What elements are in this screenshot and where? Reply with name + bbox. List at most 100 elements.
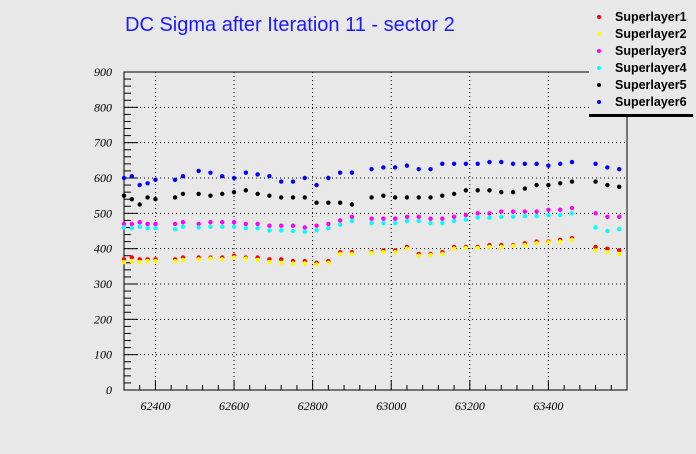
data-point-superlayer6 [534,161,539,167]
data-point-superlayer5 [314,200,319,205]
data-point-superlayer3 [153,221,158,227]
data-point-superlayer4 [243,225,249,231]
data-point-superlayer3 [616,214,622,220]
data-point-superlayer2 [593,248,598,253]
legend-marker [597,32,601,36]
data-point-superlayer3 [605,214,610,220]
data-point-superlayer4 [231,224,237,229]
data-point-superlayer2 [121,259,127,265]
data-point-superlayer2 [153,258,158,264]
x-tick-label: 63400 [533,399,563,413]
data-point-superlayer2 [475,245,480,251]
data-point-superlayer2 [440,251,445,257]
data-point-superlayer4 [463,217,469,222]
x-tick-label: 63200 [455,399,485,413]
data-point-superlayer5 [593,179,598,184]
data-point-superlayer2 [534,241,539,246]
data-point-superlayer6 [326,175,331,181]
data-point-superlayer5 [557,181,563,186]
data-point-superlayer2 [510,243,516,249]
data-point-superlayer3 [440,216,445,221]
data-point-superlayer4 [475,215,480,220]
x-tick-label: 62600 [219,399,249,413]
data-point-superlayer3 [243,221,249,227]
x-tick-label: 62400 [140,399,170,413]
data-point-superlayer4 [180,224,186,229]
data-point-superlayer3 [349,214,355,220]
data-point-superlayer6 [337,170,343,175]
y-tick-label: 300 [93,277,112,291]
data-point-superlayer3 [510,209,516,214]
data-point-superlayer3 [267,223,272,228]
data-point-superlayer5 [231,189,237,195]
data-point-superlayer5 [369,195,374,200]
legend-marker [597,15,601,19]
data-point-superlayer4 [145,225,150,231]
data-point-superlayer4 [137,224,142,229]
data-point-superlayer5 [605,182,610,188]
data-point-superlayer2 [137,259,142,265]
data-point-superlayer3 [302,225,307,230]
data-point-superlayer3 [290,223,296,228]
data-point-superlayer3 [255,221,260,227]
data-point-superlayer3 [593,211,598,216]
data-point-superlayer2 [302,261,307,266]
data-point-superlayer4 [153,225,158,231]
data-point-superlayer6 [121,175,127,181]
data-point-superlayer2 [145,258,150,264]
data-point-superlayer2 [392,250,398,255]
data-point-superlayer1 [278,257,284,262]
plot-frame-bg [124,72,627,390]
data-point-superlayer5 [440,193,445,198]
data-point-superlayer2 [616,251,622,257]
data-point-superlayer4 [487,215,492,220]
data-point-superlayer1 [593,244,598,250]
data-point-superlayer5 [616,184,622,190]
data-point-superlayer2 [499,244,504,250]
data-point-superlayer2 [208,256,213,261]
data-point-superlayer1 [605,246,610,251]
data-point-superlayer3 [180,219,186,225]
data-point-superlayer6 [302,175,307,181]
data-point-superlayer5 [196,191,201,197]
data-point-superlayer5 [349,202,355,207]
y-tick-label: 400 [94,242,112,256]
data-point-superlayer5 [220,191,225,197]
data-point-superlayer3 [369,216,374,221]
legend-entry: Superlayer1 [589,8,687,26]
data-point-superlayer6 [290,179,296,184]
data-point-superlayer2 [349,251,355,257]
data-point-superlayer6 [196,168,201,174]
data-point-superlayer2 [314,262,319,267]
data-point-superlayer6 [569,159,575,165]
data-point-superlayer4 [381,221,386,226]
data-point-superlayer2 [569,237,575,243]
data-point-superlayer4 [278,228,284,233]
data-point-superlayer6 [522,161,528,167]
data-point-superlayer2 [381,250,386,255]
data-point-superlayer4 [569,211,575,216]
data-point-superlayer4 [416,218,421,224]
data-point-superlayer2 [416,253,421,258]
data-point-superlayer1 [616,248,622,253]
data-point-superlayer6 [172,177,178,182]
data-point-superlayer5 [499,189,504,195]
data-point-superlayer2 [231,255,237,260]
data-point-superlayer6 [605,165,610,170]
data-point-superlayer3 [451,214,457,220]
data-point-superlayer6 [404,163,410,168]
data-point-superlayer5 [428,195,433,200]
data-point-superlayer4 [404,218,410,224]
data-point-superlayer4 [616,227,622,232]
data-point-superlayer4 [499,214,504,220]
data-point-superlayer2 [129,258,135,264]
legend-label: Superlayer6 [615,95,687,109]
data-point-superlayer2 [369,250,374,256]
legend-entry: Superlayer3 [589,42,687,60]
data-point-superlayer3 [428,216,433,221]
data-point-superlayer5 [487,188,492,193]
data-point-superlayer5 [463,188,469,193]
data-point-superlayer3 [522,209,528,214]
data-point-superlayer5 [180,191,186,197]
data-point-superlayer5 [172,195,178,200]
